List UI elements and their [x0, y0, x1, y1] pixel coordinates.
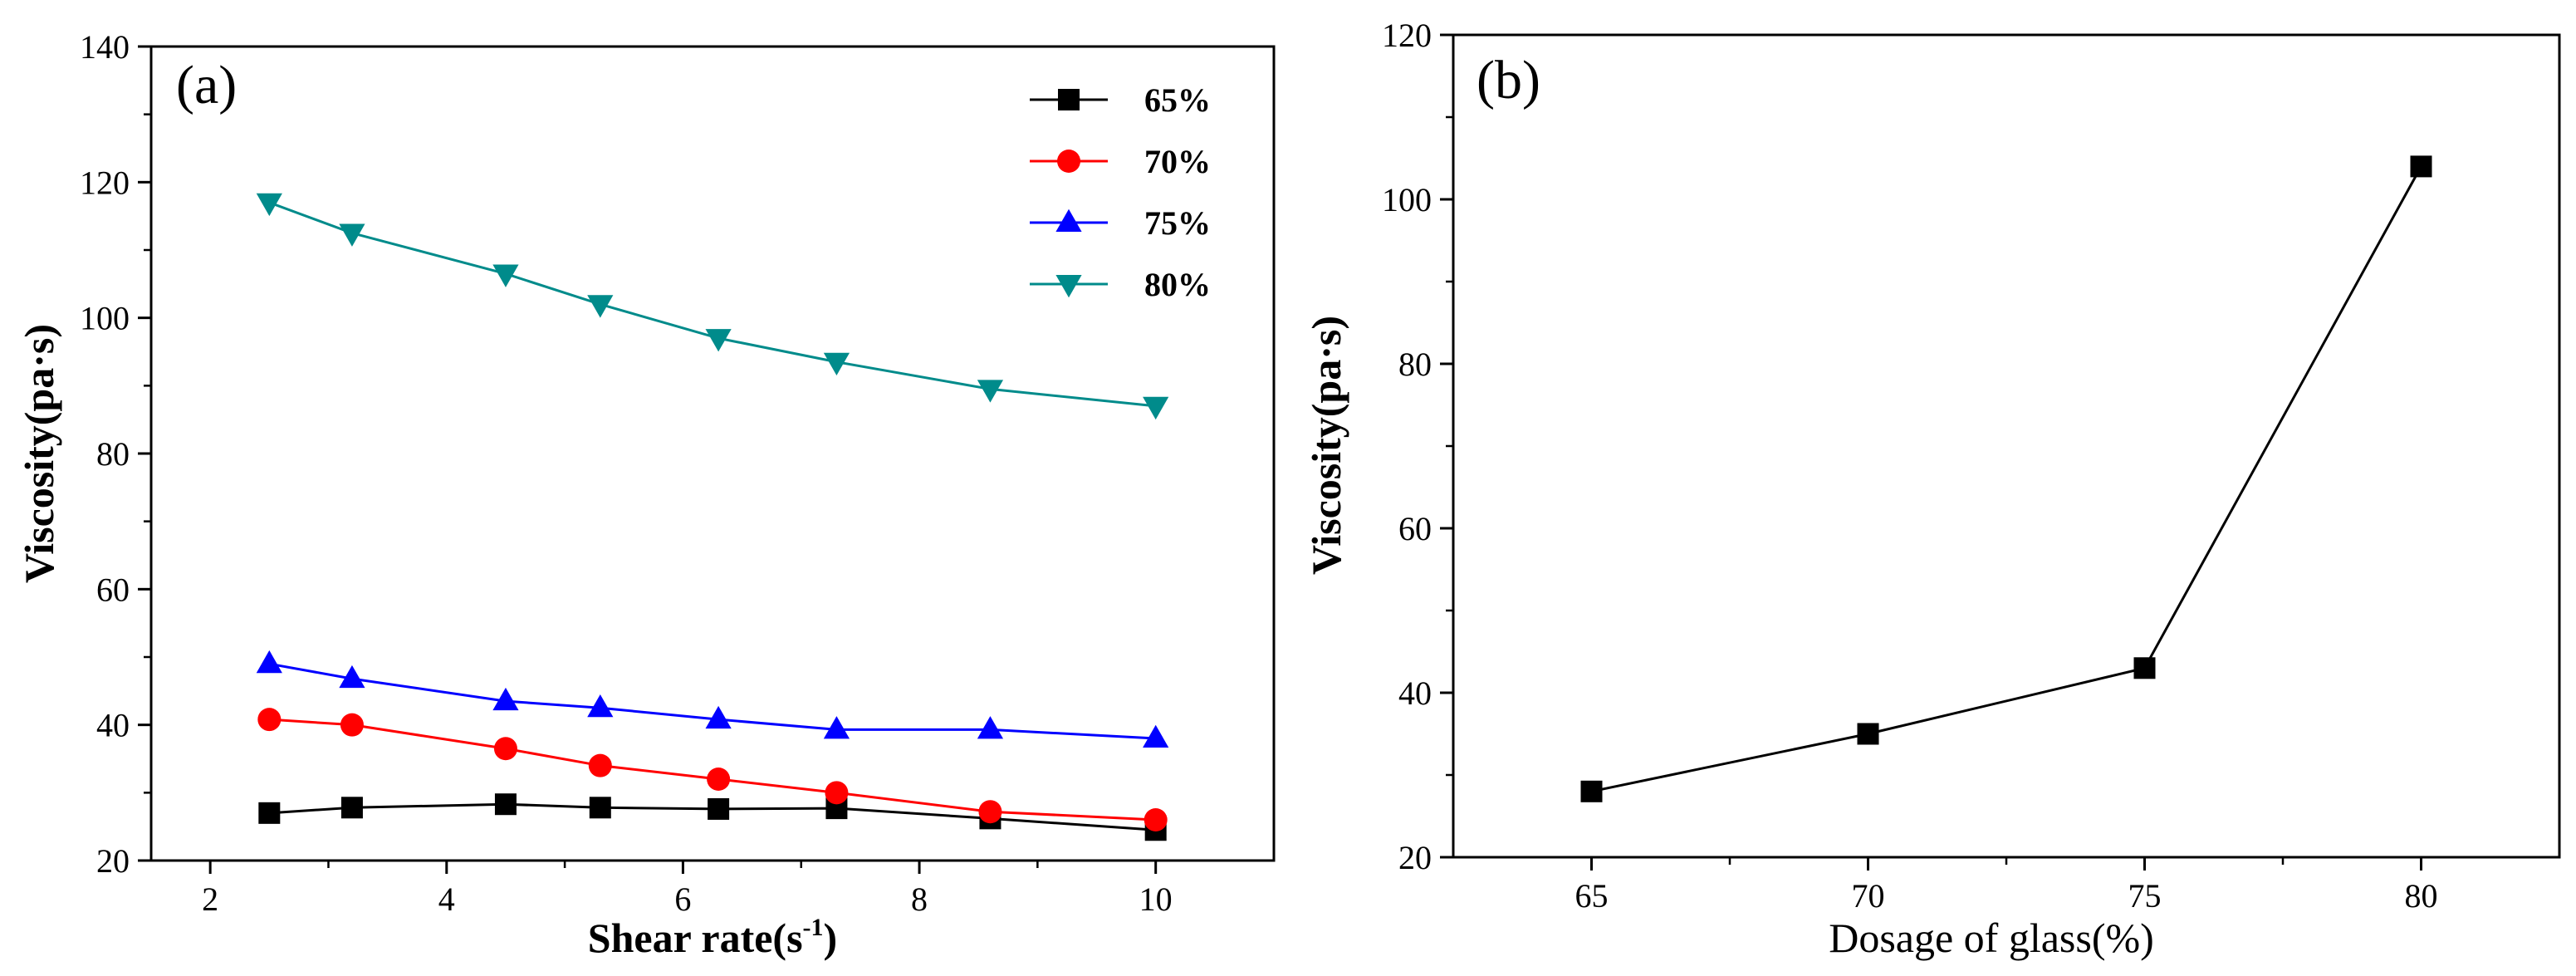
- panel-a-x-tick-label: 6: [674, 880, 691, 918]
- panel-a-label: (a): [176, 55, 237, 115]
- panel-b-point-viscosity: [2410, 155, 2432, 178]
- panel-b-series-line-viscosity: [1591, 165, 2422, 793]
- panel-a-point-65pct: [340, 797, 363, 819]
- panel-a-point-65pct: [258, 802, 281, 824]
- panel-b-x-tick-label: 70: [1852, 877, 1885, 915]
- panel-a-point-75pct: [1143, 724, 1169, 748]
- panel-b-y-tick-label: 120: [1382, 17, 1432, 54]
- legend-marker-70pct: [1057, 150, 1080, 173]
- panel-b-plot-frame: [1452, 33, 2561, 859]
- panel-a-point-80pct: [339, 223, 365, 247]
- panel-a-legend: 65% 70% 75% 80%: [1030, 81, 1211, 303]
- panel-a-x-tick-label: 10: [1139, 880, 1173, 918]
- panel-a-y-axis-title: Viscosity(pa·s): [16, 324, 62, 583]
- panel-b-x-tick-label: 75: [2128, 877, 2162, 915]
- panel-a-series-line-65pct: [269, 802, 1156, 831]
- panel-a-point-65pct: [708, 797, 730, 820]
- legend-label-70pct: 70%: [1144, 143, 1211, 180]
- panel-a-x-tick-label: 2: [202, 880, 218, 918]
- panel-a-plot-frame: [149, 45, 1276, 862]
- panel-a-point-75pct: [256, 650, 282, 674]
- panel-a-series-line-80pct: [268, 201, 1156, 408]
- panel-a-x-tick-label: 4: [438, 880, 455, 918]
- panel-a-point-80pct: [587, 295, 614, 318]
- legend-label-65pct: 65%: [1144, 81, 1211, 119]
- panel-a-x-axis-title-main: Shear rate(s: [588, 915, 803, 961]
- panel-a-x-axis-title-sup: -1: [803, 914, 824, 941]
- panel-a-point-80pct: [823, 352, 850, 375]
- panel-b-label: (b): [1477, 50, 1540, 110]
- panel-a-chart: 2 4 6 8 10 20 40 60 80 100 120 140 (a) Shear rate(s…: [16, 28, 1276, 961]
- panel-a-x-axis-title-end: ): [824, 915, 838, 961]
- panel-b-y-tick-label: 40: [1398, 674, 1432, 712]
- panel-b-y-tick-label: 60: [1398, 510, 1432, 547]
- panel-b-x-axis-title: Dosage of glass(%): [1829, 915, 2154, 961]
- panel-b-x-tick-label: 80: [2405, 877, 2438, 915]
- panel-a-y-tick-label: 20: [96, 842, 130, 880]
- panel-a-y-tick-label: 40: [96, 707, 130, 744]
- panel-b-y-axis-title: Viscosity(pa·s): [1303, 316, 1349, 575]
- legend-label-80pct: 80%: [1144, 266, 1211, 303]
- panel-a-point-75pct: [705, 705, 732, 729]
- panel-a-point-65pct: [494, 793, 517, 816]
- panel-a-point-70pct: [825, 781, 849, 805]
- panel-b-y-tick-label: 80: [1398, 346, 1432, 383]
- panel-b-chart: 65 70 75 80 20 40 60 80 100 120 (b) Dosage of gla…: [1303, 17, 2561, 961]
- panel-b-point-viscosity: [1857, 723, 1879, 745]
- panel-a-point-70pct: [707, 768, 731, 791]
- panel-a-point-70pct: [340, 713, 364, 737]
- legend-marker-75pct: [1055, 208, 1082, 233]
- panel-a-point-80pct: [977, 380, 1004, 403]
- panel-a-point-80pct: [1143, 396, 1169, 420]
- panel-a-point-75pct: [823, 716, 850, 739]
- panel-a-point-70pct: [978, 800, 1002, 824]
- panel-a-point-75pct: [492, 687, 519, 711]
- panel-a-y-tick-label: 80: [96, 435, 130, 473]
- panel-a-point-75pct: [977, 716, 1004, 739]
- panel-b-x-tick-label: 65: [1575, 877, 1609, 915]
- panel-a-point-75pct: [339, 665, 365, 689]
- panel-a-point-75pct: [587, 694, 614, 718]
- panel-a-point-65pct: [589, 797, 611, 819]
- legend-marker-65pct: [1058, 89, 1080, 110]
- panel-a-point-70pct: [257, 708, 282, 732]
- panel-a-y-tick-label: 140: [80, 28, 130, 66]
- panel-b-point-viscosity: [2133, 657, 2156, 679]
- panel-a-x-tick-label: 8: [911, 880, 928, 918]
- legend-label-75pct: 75%: [1144, 204, 1211, 242]
- panel-a-y-tick-label: 60: [96, 571, 130, 608]
- panel-a-point-80pct: [705, 329, 732, 352]
- panel-a-x-axis-title: Shear rate(s-1): [588, 914, 837, 961]
- legend-marker-80pct: [1055, 274, 1082, 298]
- panel-a-point-80pct: [256, 193, 282, 217]
- panel-a-series-line-70pct: [269, 718, 1156, 822]
- panel-a-point-80pct: [492, 264, 519, 287]
- panel-b-y-tick-label: 100: [1382, 181, 1432, 218]
- panel-b-point-viscosity: [1580, 780, 1603, 802]
- panel-b-y-tick-label: 20: [1398, 839, 1432, 876]
- panel-a-y-tick-label: 120: [80, 164, 130, 201]
- panel-a-point-70pct: [493, 737, 517, 761]
- panel-a-point-70pct: [1144, 808, 1168, 831]
- panel-a-point-70pct: [588, 753, 612, 777]
- panel-a-y-tick-label: 100: [80, 300, 130, 337]
- panel-a-series-line-75pct: [269, 662, 1156, 740]
